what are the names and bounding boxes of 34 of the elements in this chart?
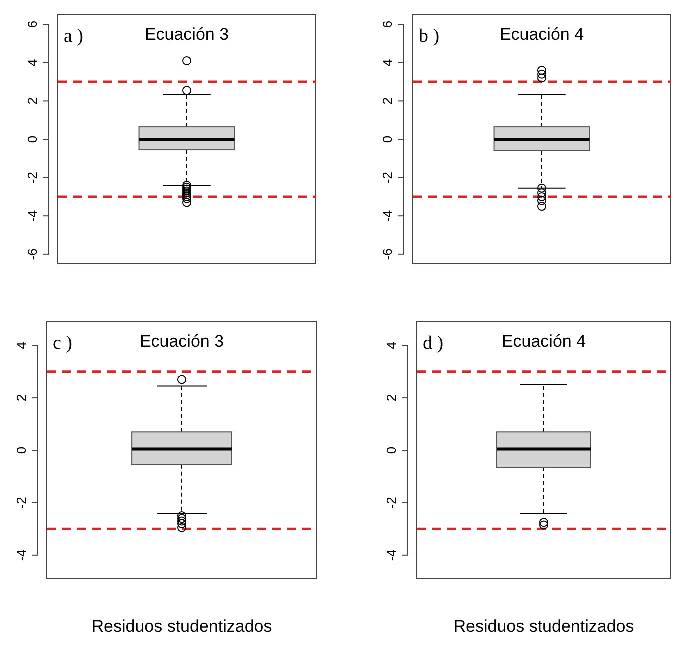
text: Ecuación 4	[502, 332, 586, 351]
y-tick-label: 0	[14, 446, 29, 454]
y-tick-label: 0	[25, 136, 40, 144]
y-tick-label: -4	[25, 210, 40, 222]
text: Ecuación 3	[140, 332, 224, 351]
annotation: a )	[64, 26, 84, 47]
y-tick-label: 2	[14, 394, 29, 402]
y-tick-label: -4	[384, 550, 399, 562]
annotation: d )	[423, 333, 444, 354]
annotation: c )	[53, 333, 73, 354]
annotation: b )	[419, 26, 440, 47]
y-tick-label: -4	[14, 550, 29, 562]
y-tick-label: -2	[384, 497, 399, 509]
y-tick-label: 2	[380, 98, 395, 105]
y-tick-label: 4	[14, 342, 29, 350]
y-tick-label: 4	[25, 59, 40, 66]
y-tick-label: 4	[384, 342, 399, 350]
y-tick-label: 2	[384, 394, 399, 402]
y-tick-label: -2	[25, 172, 40, 184]
y-tick-label: 0	[380, 136, 395, 144]
text: Ecuación 3	[144, 25, 230, 44]
x-axis-title: Residuos studentizados	[92, 617, 272, 636]
y-tick-label: 6	[380, 20, 395, 28]
y-tick-label: 0	[384, 446, 399, 454]
y-tick-label: 4	[380, 59, 395, 66]
y-tick-label: 2	[25, 98, 40, 105]
y-tick-label: -4	[380, 210, 395, 222]
y-tick-label: -2	[14, 497, 29, 509]
y-tick-label: -6	[380, 248, 395, 260]
y-tick-label: -6	[25, 248, 40, 260]
y-tick-label: -2	[380, 172, 395, 184]
x-axis-title: Residuos studentizados	[454, 617, 634, 636]
y-tick-label: 6	[25, 20, 40, 28]
text: Ecuación 4	[500, 25, 584, 44]
